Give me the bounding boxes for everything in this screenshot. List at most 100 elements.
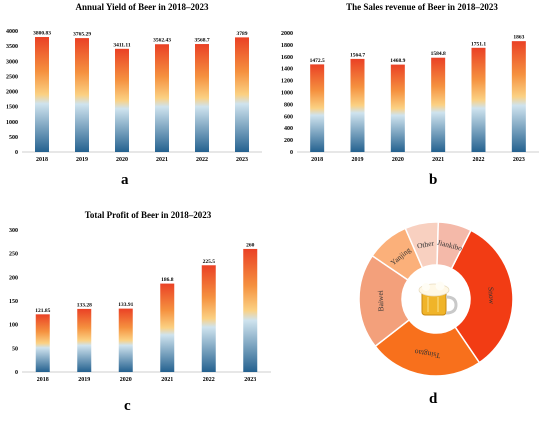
y-tick-label: 150 bbox=[9, 299, 18, 305]
y-tick-label: 50 bbox=[12, 346, 18, 352]
slice-label: Baiwei bbox=[376, 290, 386, 312]
slice-label: Snow bbox=[486, 287, 496, 305]
bar bbox=[243, 248, 258, 372]
bar bbox=[75, 38, 89, 153]
x-tick-label: 2018 bbox=[36, 157, 48, 163]
y-tick-label: 600 bbox=[284, 114, 293, 120]
y-tick-label: 300 bbox=[9, 228, 18, 234]
beer-mug-icon bbox=[403, 266, 469, 332]
chart-panel-a: Annual Yield of Beer in 2018–2023 0 500 100… bbox=[0, 0, 275, 200]
data-label: 121.85 bbox=[35, 308, 50, 314]
x-tick-label: 2021 bbox=[432, 157, 444, 163]
bar bbox=[77, 308, 92, 372]
y-tick-label: 200 bbox=[284, 138, 293, 144]
y-tick-label: 1400 bbox=[281, 67, 293, 73]
chart-b: The Sales revenue of Beer in 2018–2023 0 2… bbox=[281, 2, 539, 163]
data-label: 3411.11 bbox=[113, 42, 131, 48]
x-tick-label: 2020 bbox=[392, 157, 404, 163]
x-tick-label: 2018 bbox=[37, 377, 49, 383]
bar bbox=[201, 265, 216, 372]
chart-panel-d: Snow Tsingtao Baiwei Yanjing Other Jiankibo bbox=[340, 215, 550, 385]
panel-label-c: c bbox=[124, 398, 131, 414]
data-label: 133.28 bbox=[77, 302, 92, 308]
x-tick-label: 2021 bbox=[161, 377, 173, 383]
bar bbox=[195, 44, 209, 152]
chart-panel-c: Total Profit of Beer in 2018–2023 0 50 100 1… bbox=[0, 210, 280, 390]
data-label: 133.91 bbox=[118, 302, 133, 308]
bar bbox=[235, 37, 249, 152]
bar bbox=[511, 41, 526, 152]
y-tick-label: 1200 bbox=[281, 79, 293, 85]
x-tick-label: 2019 bbox=[76, 157, 88, 163]
y-tick-label: 0 bbox=[290, 150, 293, 156]
panel-label-d: d bbox=[429, 391, 438, 407]
y-tick-label: 4000 bbox=[6, 29, 18, 35]
chart-title: Total Profit of Beer in 2018–2023 bbox=[85, 210, 212, 220]
bar bbox=[390, 64, 405, 152]
slice-label: Other bbox=[416, 238, 435, 250]
bar bbox=[115, 48, 129, 153]
y-tick-label: 400 bbox=[284, 126, 293, 132]
x-tick-label: 2023 bbox=[244, 377, 256, 383]
x-tick-label: 2023 bbox=[513, 157, 525, 163]
x-tick-label: 2022 bbox=[473, 157, 485, 163]
chart-title: The Sales revenue of Beer in 2018–2023 bbox=[346, 2, 498, 12]
bar bbox=[471, 47, 486, 152]
data-label: 3789 bbox=[237, 31, 248, 37]
data-label: 1751.1 bbox=[471, 41, 486, 47]
y-tick-label: 3500 bbox=[6, 44, 18, 50]
bar bbox=[35, 314, 50, 372]
y-tick-label: 1000 bbox=[281, 91, 293, 97]
bar bbox=[310, 64, 325, 152]
bar bbox=[118, 308, 133, 372]
x-tick-label: 2019 bbox=[78, 377, 90, 383]
pie-slice bbox=[374, 318, 481, 377]
data-label: 3562.43 bbox=[153, 38, 171, 44]
y-tick-label: 2500 bbox=[6, 74, 18, 80]
pie-slice bbox=[450, 229, 514, 364]
panel-label-a: a bbox=[121, 172, 129, 188]
data-label: 3800.83 bbox=[33, 31, 51, 37]
data-label: 3765.29 bbox=[73, 32, 91, 38]
x-tick-label: 2021 bbox=[156, 157, 168, 163]
y-tick-label: 3000 bbox=[6, 59, 18, 65]
y-tick-label: 2000 bbox=[6, 90, 18, 96]
x-tick-label: 2019 bbox=[352, 157, 364, 163]
data-label: 3568.7 bbox=[194, 38, 209, 44]
y-tick-label: 500 bbox=[9, 135, 18, 141]
data-label: 1468.9 bbox=[390, 58, 405, 64]
data-label: 1863 bbox=[513, 35, 524, 41]
bar bbox=[350, 58, 365, 153]
y-tick-label: 1000 bbox=[6, 120, 18, 126]
x-tick-label: 2022 bbox=[196, 157, 208, 163]
data-label: 260 bbox=[246, 242, 255, 248]
data-label: 186.8 bbox=[161, 277, 174, 283]
y-tick-label: 800 bbox=[284, 102, 293, 108]
data-label: 1472.5 bbox=[310, 58, 325, 64]
x-tick-label: 2020 bbox=[120, 377, 132, 383]
bar bbox=[160, 283, 175, 372]
chart-a: Annual Yield of Beer in 2018–2023 0 500 100… bbox=[6, 2, 262, 163]
x-tick-label: 2022 bbox=[203, 377, 215, 383]
y-tick-label: 0 bbox=[15, 150, 18, 156]
pie-slice bbox=[436, 221, 472, 270]
x-tick-label: 2020 bbox=[116, 157, 128, 163]
y-tick-label: 100 bbox=[9, 323, 18, 329]
bar bbox=[155, 44, 169, 152]
data-label: 1584.8 bbox=[431, 51, 446, 57]
bar bbox=[35, 37, 49, 153]
x-tick-label: 2023 bbox=[236, 157, 248, 163]
chart-panel-b: The Sales revenue of Beer in 2018–2023 0 2… bbox=[275, 0, 550, 200]
y-tick-label: 1600 bbox=[281, 55, 293, 61]
chart-c: Total Profit of Beer in 2018–2023 0 50 100 1… bbox=[9, 210, 271, 383]
y-tick-label: 200 bbox=[9, 275, 18, 281]
bar bbox=[431, 57, 446, 152]
data-label: 225.5 bbox=[203, 259, 216, 265]
y-tick-label: 0 bbox=[15, 370, 18, 376]
y-tick-label: 250 bbox=[9, 252, 18, 258]
pie-slice bbox=[358, 254, 411, 348]
y-tick-label: 1800 bbox=[281, 43, 293, 49]
x-tick-label: 2018 bbox=[311, 157, 323, 163]
slice-label: Tsingtao bbox=[414, 347, 441, 360]
